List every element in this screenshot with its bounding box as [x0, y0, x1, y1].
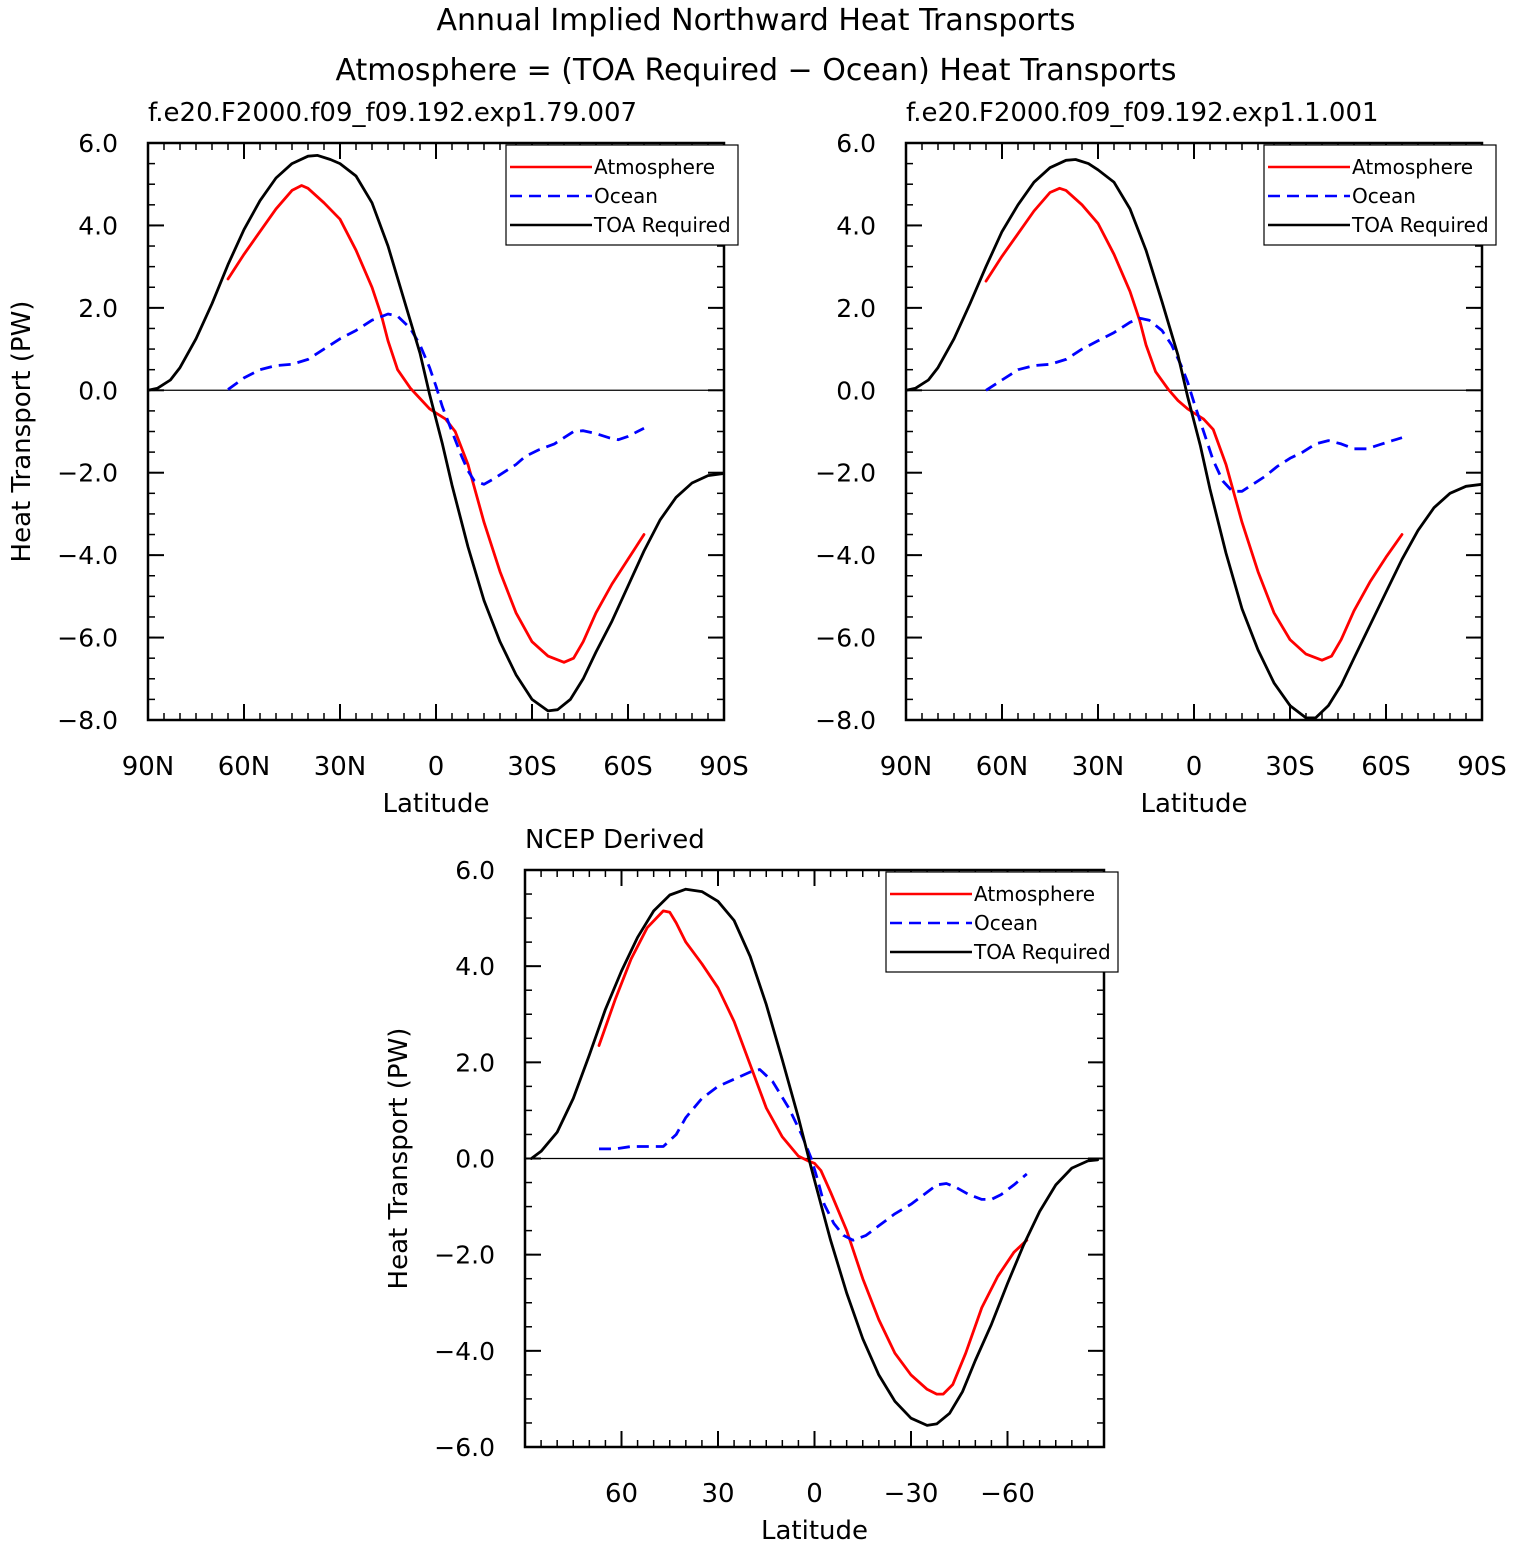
chart-panel-3: 60 30 0 −30 −60 6.0 4.0 2.0 0.0 −2.0 −4.0 −6.0 Atmos…	[384, 825, 1119, 1546]
x-axis-label: Latitude	[1140, 789, 1247, 819]
legend-label: Ocean	[1352, 184, 1416, 208]
x-tick-label: 90N	[880, 752, 933, 782]
y-tick-label: −4.0	[434, 1337, 495, 1366]
legend-label: TOA Required	[593, 213, 731, 237]
plot-frame	[904, 141, 1484, 722]
y-tick-label: 2.0	[836, 294, 876, 323]
figure-title-line2: Atmosphere = (TOA Required − Ocean) Heat…	[335, 53, 1176, 88]
y-tick-label: −6.0	[57, 624, 118, 653]
y-tick-label: 6.0	[78, 129, 118, 158]
x-tick-label: 30N	[1072, 752, 1125, 782]
legend-box	[1263, 144, 1497, 246]
plot-frame	[146, 141, 726, 722]
y-tick-label: −6.0	[434, 1433, 495, 1462]
legend-label: Ocean	[974, 911, 1038, 935]
chart-title: f.e20.F2000.f09_f09.192.exp1.79.007	[148, 98, 637, 128]
chart-panel-2: 90N 60N 30N 0 30S 60S 90S 6.0 4.0 2.0 0.0 −2.0 −4.0 −…	[815, 98, 1507, 819]
series-line-ocean	[227, 312, 645, 486]
y-tick-label: −2.0	[815, 459, 876, 488]
chart-panel-1: 90N 60N 30N 0 30S 60S 90S 6.0 4.0 2.0 0.0 −2.0 −4.0 −…	[7, 98, 749, 819]
x-tick-label: 90N	[122, 752, 175, 782]
series-line-atmosphere	[226, 184, 646, 664]
y-tick-label: 6.0	[455, 856, 495, 885]
x-tick-label: 30	[701, 1479, 734, 1509]
legend-label: TOA Required	[973, 940, 1111, 964]
x-axis-label: Latitude	[382, 789, 489, 819]
legend-label: Atmosphere	[594, 155, 715, 179]
series-line-ocean	[985, 316, 1403, 493]
chart-title: NCEP Derived	[525, 825, 705, 855]
y-tick-label: −8.0	[815, 706, 876, 735]
y-axis-label: Heat Transport (PW)	[384, 1028, 414, 1290]
figure-title-line1: Annual Implied Northward Heat Transports	[437, 3, 1076, 38]
plot-frame	[523, 868, 1106, 1449]
x-tick-label: −60	[980, 1479, 1035, 1509]
series-line-atmosphere	[597, 909, 1029, 1396]
x-tick-label: 60	[605, 1479, 638, 1509]
legend-box	[505, 144, 739, 246]
legend-label: Atmosphere	[974, 882, 1095, 906]
y-tick-label: −2.0	[57, 459, 118, 488]
x-tick-label: 0	[428, 752, 445, 782]
x-axis-label: Latitude	[761, 1516, 868, 1546]
y-tick-label: 0.0	[836, 376, 876, 405]
y-axis-label: Heat Transport (PW)	[7, 301, 37, 563]
x-tick-label: 30S	[1265, 752, 1315, 782]
x-tick-label: 30S	[507, 752, 557, 782]
series-line-ocean	[599, 1068, 1028, 1242]
y-tick-label: 4.0	[455, 952, 495, 981]
x-tick-label: 0	[806, 1479, 823, 1509]
y-tick-label: 6.0	[836, 129, 876, 158]
x-tick-label: 0	[1186, 752, 1203, 782]
y-tick-label: −2.0	[434, 1241, 495, 1270]
x-tick-label: 60N	[218, 752, 271, 782]
x-tick-label: 90S	[1457, 752, 1507, 782]
legend-label: Ocean	[594, 184, 658, 208]
y-tick-label: −4.0	[815, 541, 876, 570]
series-line-toa-required	[906, 158, 1482, 720]
legend-label: TOA Required	[1351, 213, 1489, 237]
x-tick-label: 60S	[603, 752, 653, 782]
y-tick-label: −4.0	[57, 541, 118, 570]
y-tick-label: 2.0	[78, 294, 118, 323]
x-tick-label: 60S	[1361, 752, 1411, 782]
chart-title: f.e20.F2000.f09_f09.192.exp1.1.001	[906, 98, 1379, 128]
y-tick-label: −6.0	[815, 624, 876, 653]
series-line-atmosphere	[984, 186, 1404, 662]
y-tick-label: 2.0	[455, 1048, 495, 1077]
y-tick-label: −8.0	[57, 706, 118, 735]
series-line-toa-required	[148, 154, 724, 713]
y-tick-label: 4.0	[78, 211, 118, 240]
x-tick-label: 60N	[976, 752, 1029, 782]
x-tick-label: 90S	[699, 752, 749, 782]
series-line-toa-required	[530, 887, 1099, 1427]
x-tick-label: −30	[884, 1479, 939, 1509]
legend-label: Atmosphere	[1352, 155, 1473, 179]
y-tick-label: 0.0	[78, 376, 118, 405]
y-tick-label: 4.0	[836, 211, 876, 240]
x-tick-label: 30N	[314, 752, 367, 782]
legend-box	[885, 871, 1119, 973]
y-tick-label: 0.0	[455, 1145, 495, 1174]
